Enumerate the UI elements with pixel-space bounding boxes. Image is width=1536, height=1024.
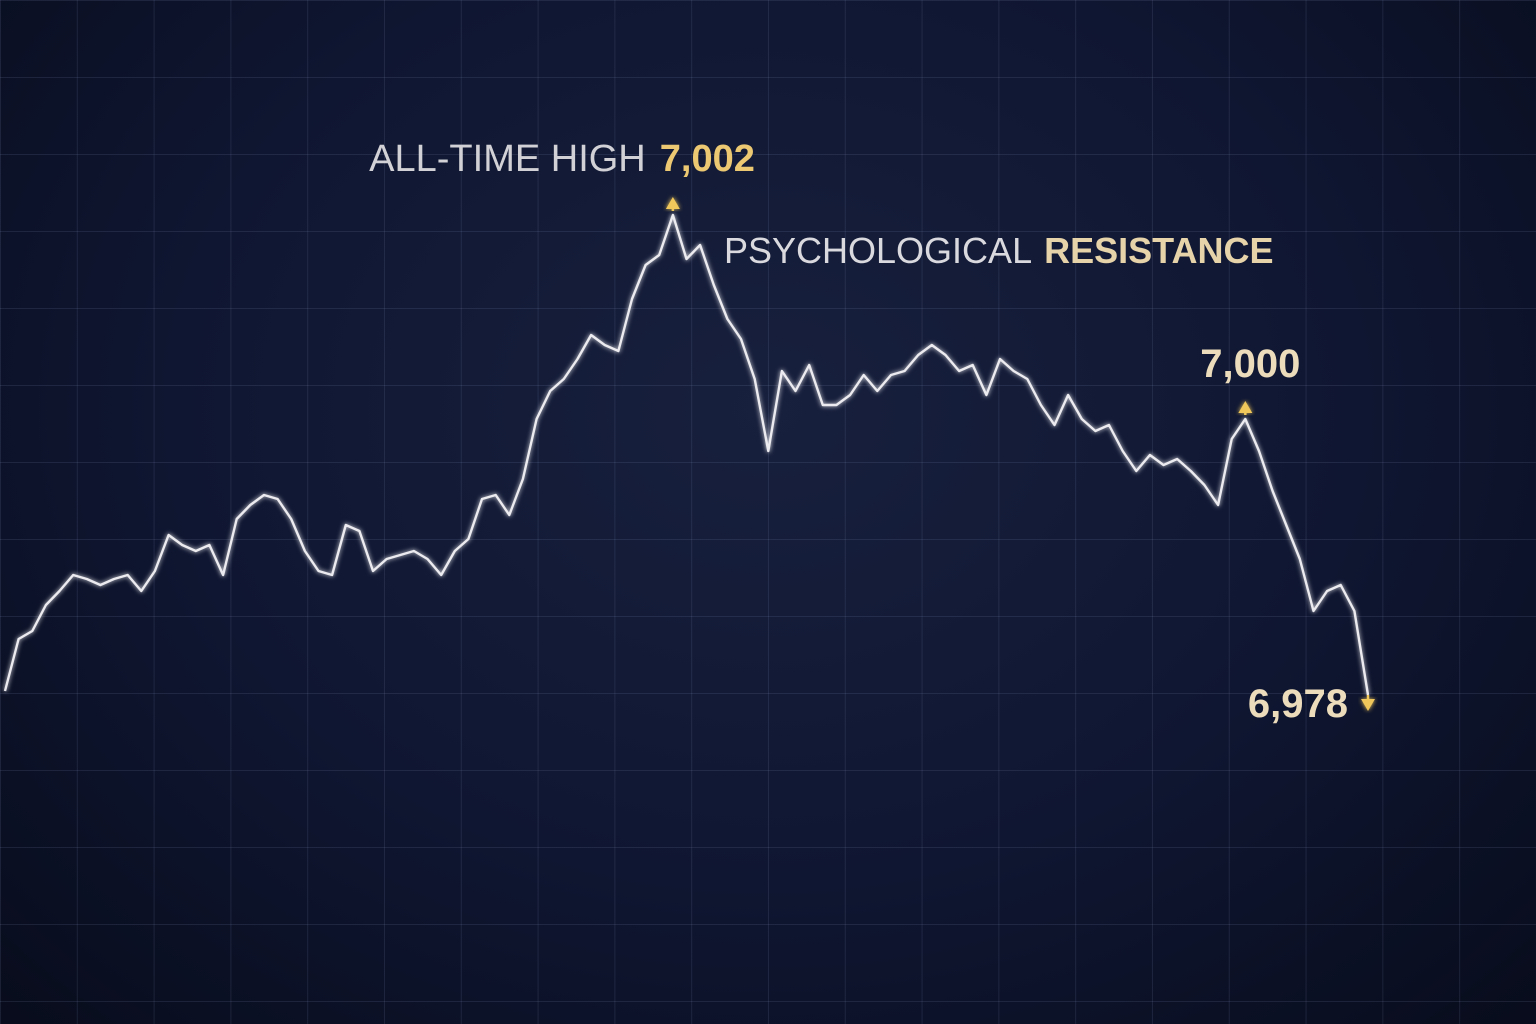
annotation-value: 7,002: [660, 138, 755, 180]
annotation-value: 7,000: [1200, 342, 1300, 386]
arrow-head: [665, 197, 680, 209]
annotation-label: ALL-TIME HIGH 7,002: [369, 138, 755, 180]
annotation-value: 6,978: [1248, 682, 1348, 726]
resistance-label-text: PSYCHOLOGICAL: [724, 230, 1032, 271]
resistance-label: PSYCHOLOGICAL RESISTANCE: [724, 230, 1273, 271]
resistance-label-strong: RESISTANCE: [1044, 230, 1273, 271]
price-line: [3, 213, 1370, 696]
arrow-head: [1361, 699, 1375, 711]
annotation-label-text: ALL-TIME HIGH: [369, 138, 646, 180]
arrow-head: [1238, 401, 1253, 413]
